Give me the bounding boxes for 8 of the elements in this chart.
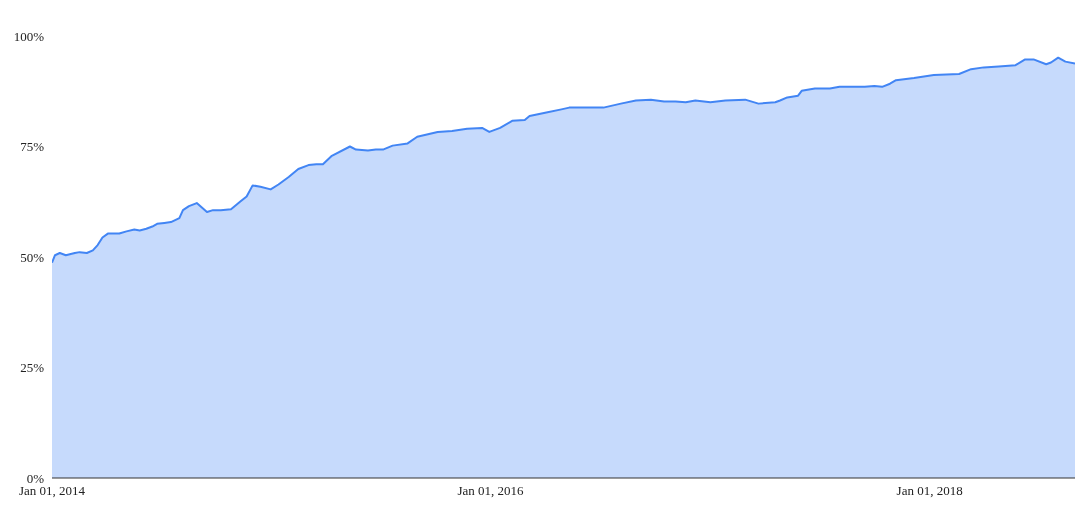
y-tick-label: 25%	[20, 360, 45, 376]
y-tick-label: 100%	[13, 28, 45, 44]
y-tick-label: 75%	[20, 139, 45, 155]
x-tick-label: Jan 01, 2016	[457, 483, 525, 499]
x-tick-label: Jan 01, 2018	[896, 483, 963, 499]
x-tick-label: Jan 01, 2014	[18, 483, 86, 499]
y-tick-label: 50%	[20, 249, 45, 265]
y-tick-label: 0%	[26, 470, 45, 486]
